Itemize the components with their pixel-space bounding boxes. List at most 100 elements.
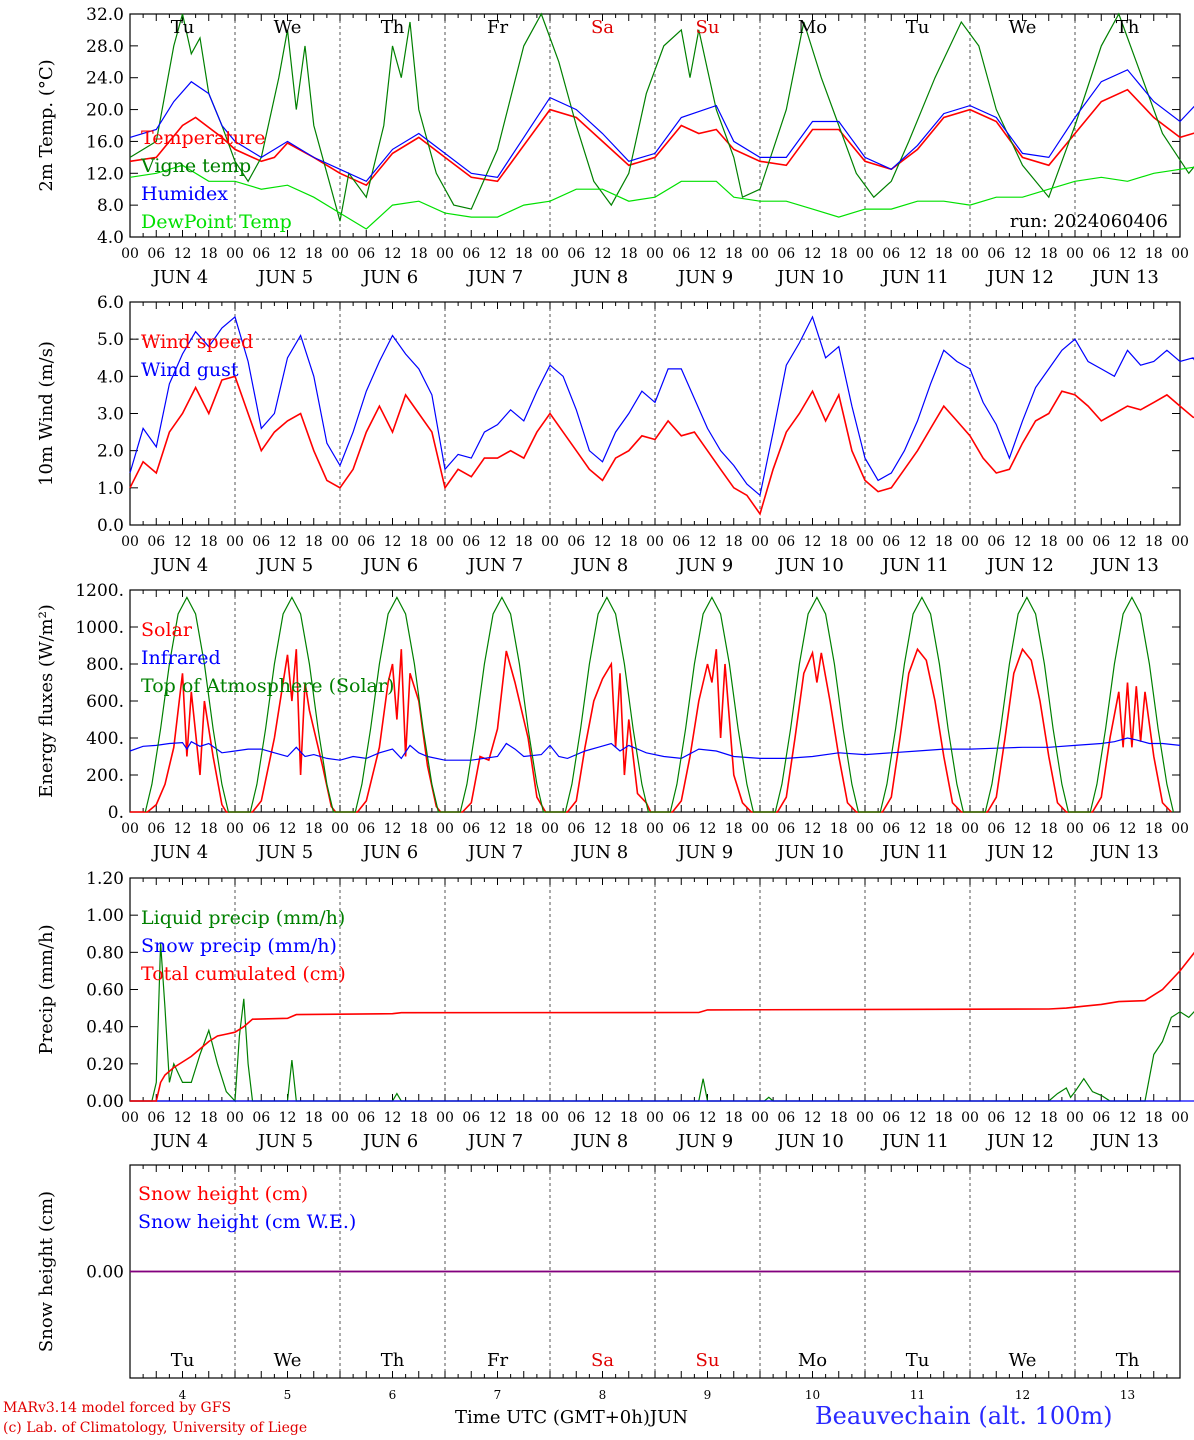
y-tick-label: 2.0 xyxy=(97,442,124,462)
y-tick-label: 600. xyxy=(86,692,124,712)
hour-tick-label: 06 xyxy=(252,534,270,550)
hour-tick-label: 12 xyxy=(594,821,612,837)
hour-tick-label: 00 xyxy=(331,821,349,837)
hour-tick-label: 12 xyxy=(1119,534,1137,550)
hour-tick-label: 12 xyxy=(174,1110,192,1126)
y-tick-label: 0.60 xyxy=(86,981,124,1001)
hour-tick-label: 12 xyxy=(174,246,192,262)
hour-tick-label: 12 xyxy=(174,821,192,837)
day-abbr-label: Th xyxy=(1116,17,1140,38)
y-tick-label: 200. xyxy=(86,766,124,786)
hour-tick-label: 12 xyxy=(279,821,297,837)
date-label: JUN 6 xyxy=(361,555,418,576)
hour-tick-label: 12 xyxy=(1119,246,1137,262)
legend-entry: Total cumulated (cm) xyxy=(141,963,346,985)
y-tick-label: 4.0 xyxy=(97,367,124,387)
date-label: JUN 5 xyxy=(256,1131,313,1152)
day-abbr-label: Su xyxy=(696,1350,720,1371)
hour-tick-label: 18 xyxy=(725,246,743,262)
date-label: JUN 11 xyxy=(880,842,949,863)
date-label: JUN 11 xyxy=(880,555,949,576)
date-label: JUN 10 xyxy=(775,267,844,288)
day-number-label: 5 xyxy=(284,1388,292,1400)
date-label: JUN 13 xyxy=(1090,267,1159,288)
hour-tick-label: 06 xyxy=(567,246,585,262)
hour-tick-label: 06 xyxy=(672,534,690,550)
hour-tick-label: 18 xyxy=(935,246,953,262)
hour-tick-label: 18 xyxy=(725,821,743,837)
hour-tick-label: 18 xyxy=(200,1110,218,1126)
date-label: JUN 8 xyxy=(571,555,628,576)
date-label: JUN 8 xyxy=(571,1131,628,1152)
hour-tick-label: 00 xyxy=(961,246,979,262)
day-number-label: 8 xyxy=(599,1388,607,1400)
hour-tick-label: 06 xyxy=(672,1110,690,1126)
day-abbr-label: Tu xyxy=(906,17,930,38)
hour-tick-label: 18 xyxy=(305,534,323,550)
hour-tick-label: 12 xyxy=(594,1110,612,1126)
hour-tick-label: 06 xyxy=(1092,534,1110,550)
hour-tick-label: 18 xyxy=(410,534,428,550)
hour-tick-label: 18 xyxy=(830,821,848,837)
date-label: JUN 6 xyxy=(361,842,418,863)
hour-tick-label: 12 xyxy=(909,534,927,550)
hour-tick-label: 12 xyxy=(699,534,717,550)
hour-tick-label: 12 xyxy=(909,246,927,262)
day-number-label: 11 xyxy=(910,1388,925,1400)
date-label: JUN 4 xyxy=(151,842,208,863)
day-abbr-label: Sa xyxy=(591,1350,614,1371)
y-tick-label: 20.0 xyxy=(86,101,124,121)
legend-entry: Temperature xyxy=(141,127,265,149)
hour-tick-label: 12 xyxy=(1014,821,1032,837)
hour-tick-label: 00 xyxy=(541,534,559,550)
date-label: JUN 11 xyxy=(880,1131,949,1152)
hour-tick-label: 06 xyxy=(357,534,375,550)
day-number-label: 9 xyxy=(704,1388,712,1400)
hour-tick-label: 18 xyxy=(620,1110,638,1126)
hour-tick-label: 12 xyxy=(1014,534,1032,550)
y-axis-label: Precip (mm/h) xyxy=(36,924,57,1054)
hour-tick-label: 06 xyxy=(462,821,480,837)
hour-tick-label: 06 xyxy=(882,534,900,550)
hour-tick-label: 12 xyxy=(279,246,297,262)
date-label: JUN 4 xyxy=(151,1131,208,1152)
legend-entry: Top of Atmosphere (Solar) xyxy=(141,675,394,697)
hour-tick-label: 18 xyxy=(1040,534,1058,550)
y-tick-label: 800. xyxy=(86,655,124,675)
hour-tick-label: 06 xyxy=(987,821,1005,837)
hour-tick-label: 00 xyxy=(646,534,664,550)
day-number-label: 12 xyxy=(1015,1388,1030,1400)
hour-tick-label: 12 xyxy=(174,534,192,550)
hour-tick-label: 00 xyxy=(331,534,349,550)
series-line-total-cumulated-cm- xyxy=(130,951,1194,1102)
day-abbr-label: Th xyxy=(1116,1350,1140,1371)
series-line-liquid-precip-mm-h- xyxy=(130,942,1194,1103)
day-abbr-label: We xyxy=(1009,1350,1037,1371)
y-tick-label: 1200. xyxy=(75,581,124,601)
day-abbr-label: Mo xyxy=(798,17,827,38)
hour-tick-label: 18 xyxy=(305,821,323,837)
series-line-top-of-atmosphere-solar- xyxy=(144,596,1174,813)
y-tick-label: 0.00 xyxy=(86,1092,124,1112)
hour-tick-label: 06 xyxy=(672,246,690,262)
date-label: JUN 11 xyxy=(880,267,949,288)
hour-tick-label: 06 xyxy=(462,534,480,550)
hour-tick-label: 18 xyxy=(200,246,218,262)
day-abbr-label: Tu xyxy=(171,1350,195,1371)
hour-tick-label: 00 xyxy=(856,1110,874,1126)
legend-entry: Liquid precip (mm/h) xyxy=(141,907,345,929)
day-abbr-label: Th xyxy=(381,17,405,38)
hour-tick-label: 06 xyxy=(777,821,795,837)
station-name: Beauvechain (alt. 100m) xyxy=(815,1402,1113,1430)
meteogram-chart: 4.0 8.0 12.0 16.0 20.0 24.0 28.0 32.0 2m Temp. (… xyxy=(36,5,1194,1400)
hour-tick-label: 00 xyxy=(856,534,874,550)
date-label: JUN 7 xyxy=(466,842,523,863)
date-label: JUN 10 xyxy=(775,1131,844,1152)
hour-tick-label: 12 xyxy=(909,1110,927,1126)
hour-tick-label: 00 xyxy=(1171,821,1189,837)
panel-frame xyxy=(129,13,1181,238)
day-abbr-label: Fr xyxy=(487,1350,508,1371)
hour-tick-label: 00 xyxy=(1066,821,1084,837)
hour-tick-label: 12 xyxy=(489,1110,507,1126)
legend-entry: Vigne temp xyxy=(140,155,251,177)
